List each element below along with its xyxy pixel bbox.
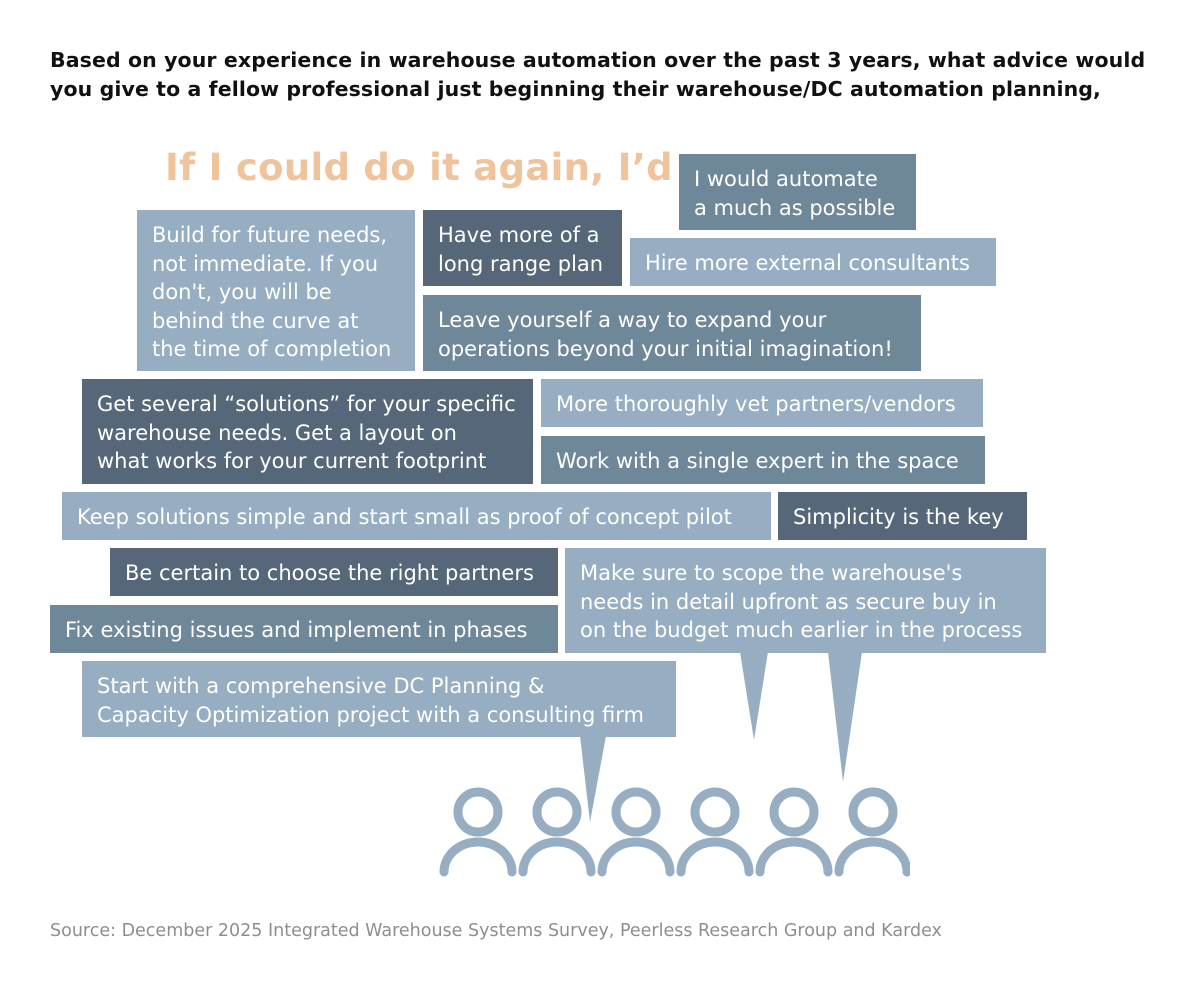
speech-tail	[828, 652, 862, 782]
response-box: Start with a comprehensive DC Planning &…	[82, 661, 676, 737]
response-box: Leave yourself a way to expand your oper…	[423, 295, 921, 371]
response-line: on the budget much earlier in the proces…	[580, 618, 1023, 642]
response-line: Get several “solutions” for your specifi…	[97, 392, 516, 416]
response-box: Get several “solutions” for your specifi…	[82, 379, 533, 484]
source-note: Source: December 2025 Integrated Warehou…	[50, 921, 942, 941]
response-line: needs in detail upfront as secure buy in	[580, 589, 997, 614]
response-box: More thoroughly vet partners/vendors	[541, 379, 983, 427]
response-line: Build for future needs,	[152, 223, 388, 247]
person-icon	[597, 787, 675, 877]
lead-phrase: If I could do it again, I’d …	[165, 146, 724, 189]
response-line: Capacity Optimization project with a con…	[97, 702, 644, 727]
response-box: Simplicity is the key	[778, 492, 1027, 540]
response-line: the time of completion	[152, 337, 392, 361]
response-box: Hire more external consultants	[630, 238, 996, 286]
response-line: Make sure to scope the warehouse's	[580, 561, 963, 585]
response-line: behind the curve at	[152, 308, 359, 333]
response-line: Work with a single expert in the space	[556, 449, 959, 473]
response-line: operations beyond your initial imaginati…	[438, 336, 893, 361]
response-line: Fix existing issues and implement in pha…	[65, 618, 528, 642]
person-icon	[439, 787, 517, 877]
response-box: Have more of a long range plan	[423, 210, 622, 286]
response-line: Be certain to choose the right partners	[125, 561, 534, 585]
response-line: long range plan	[438, 251, 604, 276]
person-icon	[518, 787, 596, 877]
person-icon	[834, 787, 910, 877]
response-line: Start with a comprehensive DC Planning &	[97, 674, 545, 698]
response-line: Simplicity is the key	[793, 505, 1004, 529]
response-box: Build for future needs, not immediate. I…	[137, 210, 415, 371]
response-box: Keep solutions simple and start small as…	[62, 492, 771, 540]
response-line: what works for your current footprint	[97, 449, 487, 473]
response-box: Make sure to scope the warehouse's needs…	[565, 548, 1046, 653]
response-box: Fix existing issues and implement in pha…	[50, 605, 558, 653]
response-line: don't, you will be	[152, 280, 332, 304]
response-box: Be certain to choose the right partners	[110, 548, 558, 596]
response-line: Hire more external consultants	[645, 251, 970, 275]
person-icon	[755, 787, 833, 877]
response-box: I would automate a much as possible	[679, 154, 916, 230]
response-line: Have more of a	[438, 223, 600, 247]
person-icon	[676, 787, 754, 877]
response-line: Keep solutions simple and start small as…	[77, 505, 732, 529]
response-line: More thoroughly vet partners/vendors	[556, 392, 956, 416]
response-box: Work with a single expert in the space	[541, 436, 985, 484]
respondent-group	[439, 787, 910, 877]
response-line: warehouse needs. Get a layout on	[97, 420, 457, 445]
speech-tail	[740, 652, 768, 740]
survey-question: Based on your experience in warehouse au…	[50, 48, 1146, 101]
response-line: not immediate. If you	[152, 251, 379, 276]
speech-tail	[580, 736, 606, 822]
response-line: I would automate	[694, 167, 878, 191]
response-line: Leave yourself a way to expand your	[438, 308, 827, 332]
response-line: a much as possible	[694, 195, 896, 220]
